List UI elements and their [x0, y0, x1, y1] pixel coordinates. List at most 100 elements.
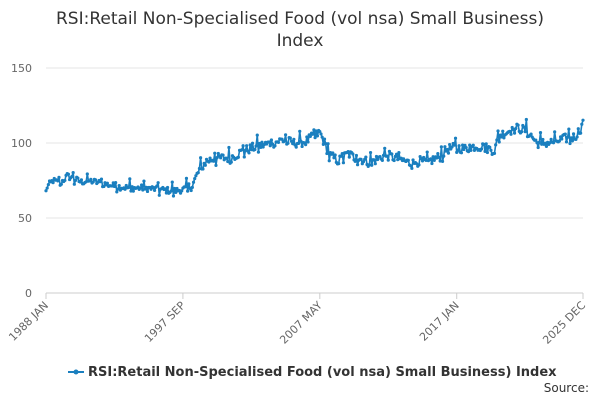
data-point[interactable] — [248, 143, 252, 147]
data-point[interactable] — [581, 118, 585, 122]
data-point[interactable] — [280, 137, 284, 141]
data-point[interactable] — [250, 141, 255, 145]
data-point[interactable] — [420, 159, 425, 163]
data-point[interactable] — [177, 188, 181, 193]
data-point[interactable] — [156, 181, 160, 185]
data-point[interactable] — [142, 179, 146, 183]
data-point[interactable] — [318, 129, 322, 134]
data-point[interactable] — [464, 145, 468, 150]
data-point[interactable] — [448, 142, 452, 147]
data-point[interactable] — [276, 140, 281, 145]
data-point[interactable] — [304, 143, 308, 147]
data-point[interactable] — [431, 155, 435, 159]
data-point[interactable] — [551, 141, 556, 145]
data-point[interactable] — [378, 155, 382, 159]
data-point[interactable] — [361, 160, 366, 164]
data-point[interactable] — [502, 136, 506, 140]
data-point[interactable] — [128, 177, 132, 181]
data-point[interactable] — [432, 158, 436, 162]
data-point[interactable] — [319, 132, 323, 136]
data-point[interactable] — [439, 145, 443, 149]
data-point[interactable] — [98, 180, 102, 184]
data-point[interactable] — [355, 163, 360, 167]
data-point[interactable] — [256, 150, 261, 154]
data-point[interactable] — [259, 145, 263, 149]
data-point[interactable] — [288, 136, 292, 140]
data-point[interactable] — [411, 158, 415, 162]
data-point[interactable] — [564, 140, 569, 144]
data-point[interactable] — [333, 153, 337, 157]
data-point[interactable] — [187, 182, 191, 186]
data-point[interactable] — [568, 141, 572, 146]
data-point[interactable] — [380, 158, 384, 162]
data-point[interactable] — [226, 159, 230, 164]
data-point[interactable] — [229, 160, 233, 164]
data-point[interactable] — [540, 142, 544, 146]
data-point[interactable] — [385, 154, 389, 158]
data-point[interactable] — [524, 117, 528, 122]
data-point[interactable] — [112, 184, 117, 189]
legend[interactable]: RSI:Retail Non-Specialised Food (vol nsa… — [68, 365, 557, 380]
data-point[interactable] — [425, 150, 429, 154]
data-point[interactable] — [236, 155, 240, 159]
data-point[interactable] — [131, 189, 135, 193]
data-point[interactable] — [322, 137, 327, 141]
data-point[interactable] — [576, 127, 580, 131]
data-point[interactable] — [409, 164, 413, 168]
data-point[interactable] — [271, 142, 275, 146]
data-point[interactable] — [509, 132, 513, 136]
data-point[interactable] — [241, 144, 245, 148]
data-point[interactable] — [337, 162, 341, 166]
data-point[interactable] — [534, 138, 538, 142]
data-point[interactable] — [93, 178, 98, 182]
data-point[interactable] — [311, 132, 315, 136]
data-point[interactable] — [569, 136, 573, 140]
data-point[interactable] — [494, 143, 498, 147]
data-point[interactable] — [115, 190, 119, 194]
data-point[interactable] — [157, 193, 161, 197]
data-point[interactable] — [59, 182, 63, 186]
data-point[interactable] — [313, 136, 317, 140]
data-point[interactable] — [215, 155, 219, 160]
data-point[interactable] — [308, 134, 312, 139]
data-point[interactable] — [571, 132, 576, 136]
data-point[interactable] — [183, 185, 187, 189]
data-point[interactable] — [410, 166, 414, 170]
data-point[interactable] — [484, 142, 488, 146]
data-point[interactable] — [71, 171, 75, 175]
data-point[interactable] — [469, 148, 473, 152]
data-point[interactable] — [485, 150, 489, 155]
data-point[interactable] — [438, 159, 442, 163]
data-point[interactable] — [152, 188, 157, 193]
data-point[interactable] — [155, 184, 159, 188]
data-point[interactable] — [353, 159, 357, 163]
data-point[interactable] — [292, 137, 296, 141]
data-point[interactable] — [224, 156, 229, 160]
data-point[interactable] — [459, 151, 464, 155]
data-point[interactable] — [347, 155, 351, 159]
data-point[interactable] — [514, 126, 518, 131]
data-point[interactable] — [127, 185, 131, 190]
data-point[interactable] — [170, 180, 174, 184]
data-point[interactable] — [520, 130, 524, 134]
data-point[interactable] — [512, 131, 517, 135]
data-point[interactable] — [536, 145, 540, 150]
data-point[interactable] — [211, 159, 216, 163]
data-point[interactable] — [557, 139, 562, 143]
data-point[interactable] — [72, 182, 76, 186]
data-point[interactable] — [163, 187, 167, 191]
data-point[interactable] — [180, 189, 184, 193]
data-point[interactable] — [332, 156, 336, 160]
data-point[interactable] — [544, 144, 549, 149]
data-point[interactable] — [214, 163, 218, 168]
data-point[interactable] — [560, 137, 564, 141]
data-point[interactable] — [173, 186, 177, 191]
data-point[interactable] — [386, 158, 390, 162]
data-point[interactable] — [136, 185, 140, 189]
data-point[interactable] — [300, 144, 304, 149]
data-point[interactable] — [138, 186, 143, 190]
data-point[interactable] — [339, 154, 343, 158]
data-point[interactable] — [57, 175, 61, 179]
data-point[interactable] — [123, 187, 127, 191]
data-point[interactable] — [429, 157, 433, 161]
